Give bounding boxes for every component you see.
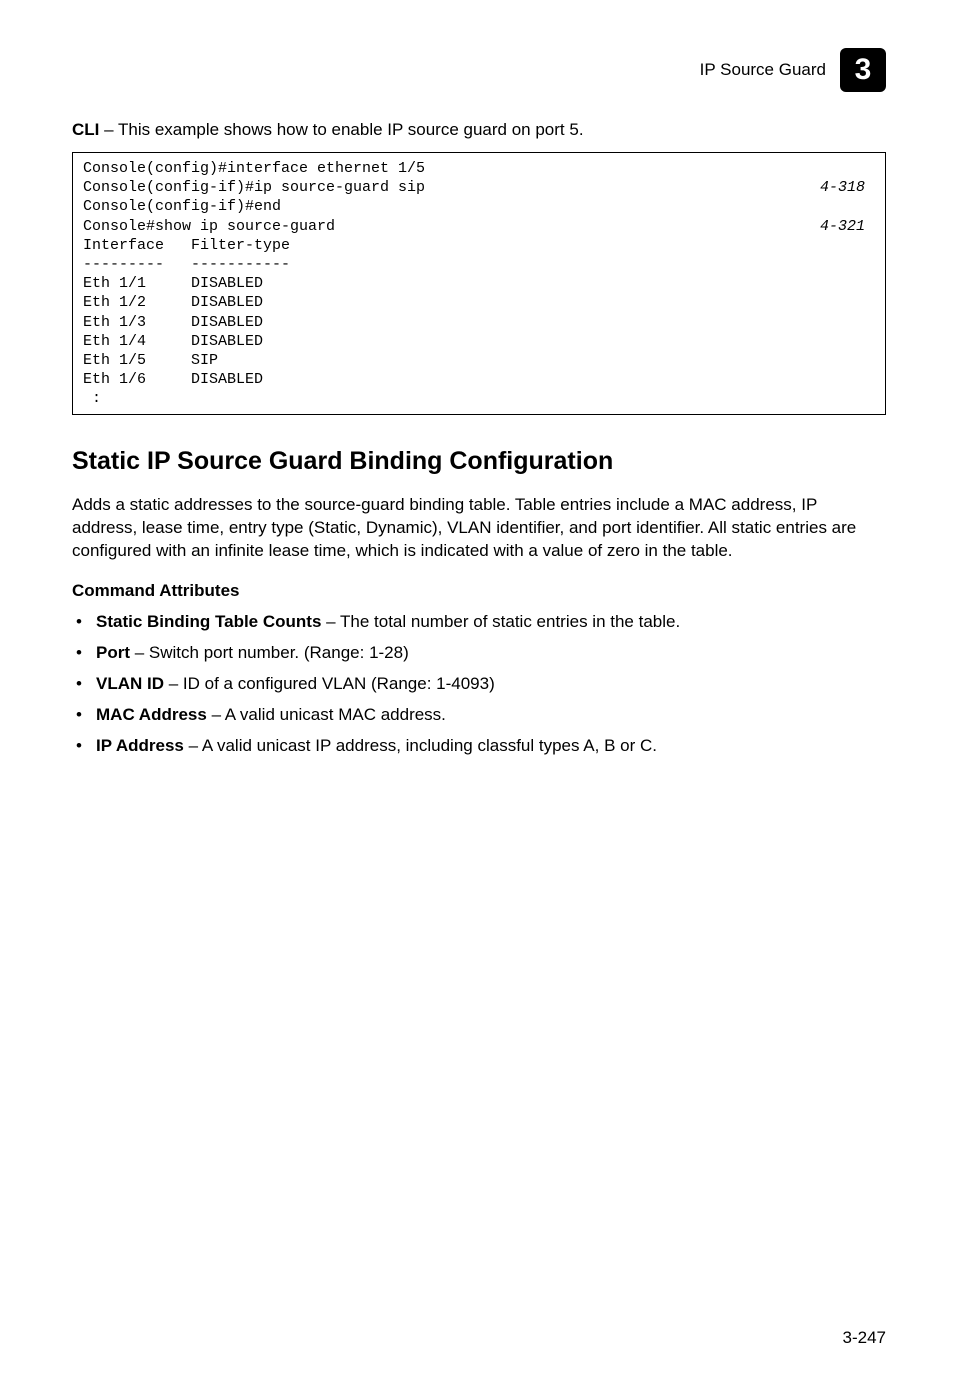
code-line: Eth 1/4 DISABLED bbox=[83, 332, 875, 351]
section-title: Static IP Source Guard Binding Configura… bbox=[72, 447, 886, 476]
attribute-term: Port bbox=[96, 643, 130, 662]
command-attribute-item: Port – Switch port number. (Range: 1-28) bbox=[92, 642, 886, 665]
running-title: IP Source Guard bbox=[700, 60, 826, 80]
command-attributes-list: Static Binding Table Counts – The total … bbox=[72, 611, 886, 758]
attribute-description: – The total number of static entries in … bbox=[321, 612, 680, 631]
page-header: IP Source Guard 3 bbox=[72, 48, 886, 92]
intro-bold-prefix: CLI bbox=[72, 120, 99, 139]
command-attribute-item: IP Address – A valid unicast IP address,… bbox=[92, 735, 886, 758]
code-line: : bbox=[83, 389, 875, 408]
attribute-term: VLAN ID bbox=[96, 674, 164, 693]
command-attribute-item: VLAN ID – ID of a configured VLAN (Range… bbox=[92, 673, 886, 696]
code-line: Interface Filter-type bbox=[83, 236, 875, 255]
attribute-term: MAC Address bbox=[96, 705, 207, 724]
code-line: Console(config-if)#end bbox=[83, 197, 875, 216]
command-attribute-item: Static Binding Table Counts – The total … bbox=[92, 611, 886, 634]
attribute-description: – A valid unicast MAC address. bbox=[207, 705, 446, 724]
code-line: Eth 1/6 DISABLED bbox=[83, 370, 875, 389]
code-line: Eth 1/1 DISABLED bbox=[83, 274, 875, 293]
code-line: Console(config-if)#ip source-guard sip4-… bbox=[83, 178, 875, 197]
command-attributes-heading: Command Attributes bbox=[72, 581, 886, 601]
code-crossref: 4-318 bbox=[820, 178, 865, 197]
attribute-description: – ID of a configured VLAN (Range: 1-4093… bbox=[164, 674, 495, 693]
code-line: Console(config)#interface ethernet 1/5 bbox=[83, 159, 875, 178]
intro-paragraph: CLI – This example shows how to enable I… bbox=[72, 120, 886, 140]
code-line: Eth 1/2 DISABLED bbox=[83, 293, 875, 312]
intro-rest: – This example shows how to enable IP so… bbox=[99, 120, 583, 139]
page-number: 3-247 bbox=[843, 1328, 886, 1348]
attribute-description: – Switch port number. (Range: 1-28) bbox=[130, 643, 409, 662]
attribute-term: Static Binding Table Counts bbox=[96, 612, 321, 631]
chapter-badge: 3 bbox=[840, 48, 886, 92]
code-line: Console#show ip source-guard4-321 bbox=[83, 217, 875, 236]
command-attribute-item: MAC Address – A valid unicast MAC addres… bbox=[92, 704, 886, 727]
code-crossref: 4-321 bbox=[820, 217, 865, 236]
code-line: Eth 1/3 DISABLED bbox=[83, 313, 875, 332]
attribute-term: IP Address bbox=[96, 736, 184, 755]
code-block: Console(config)#interface ethernet 1/5Co… bbox=[72, 152, 886, 415]
code-line: --------- ----------- bbox=[83, 255, 875, 274]
code-line: Eth 1/5 SIP bbox=[83, 351, 875, 370]
section-paragraph: Adds a static addresses to the source-gu… bbox=[72, 494, 886, 563]
chapter-number: 3 bbox=[855, 53, 872, 87]
page: IP Source Guard 3 CLI – This example sho… bbox=[0, 0, 954, 1388]
attribute-description: – A valid unicast IP address, including … bbox=[184, 736, 657, 755]
